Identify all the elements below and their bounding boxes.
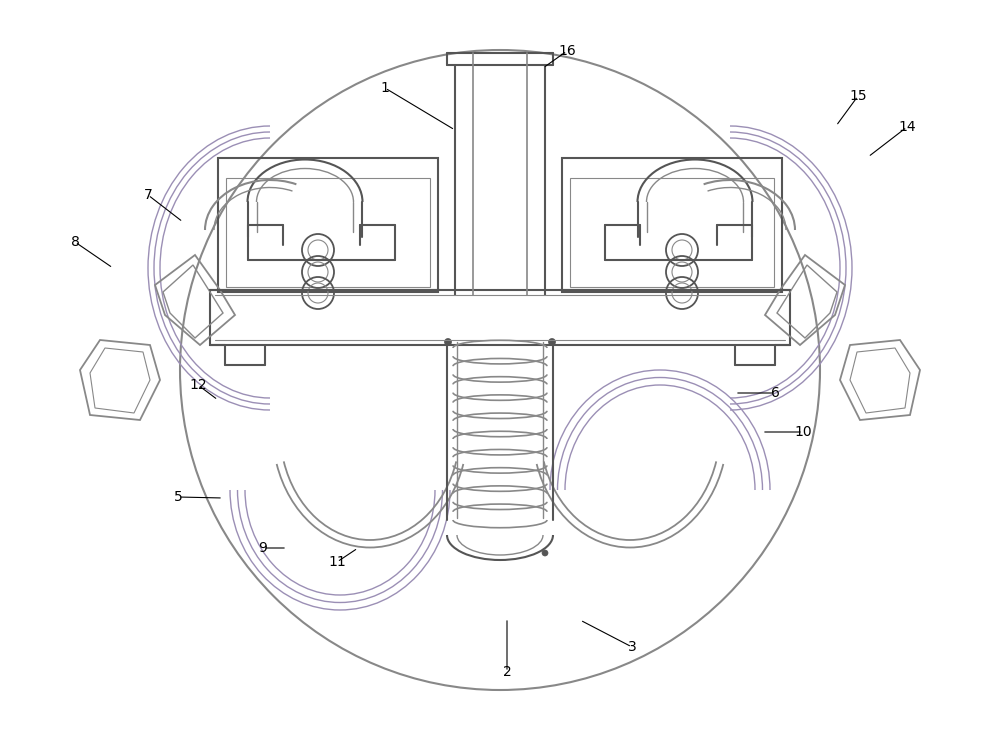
Text: 8: 8 [71, 235, 79, 249]
Bar [226, 178, 430, 287]
Circle shape [444, 338, 452, 346]
Text: 7: 7 [144, 188, 152, 202]
Bar [562, 158, 782, 292]
Text: 5: 5 [174, 490, 182, 504]
Text: 2: 2 [503, 665, 511, 679]
Text: 16: 16 [558, 44, 576, 58]
Bar [210, 290, 790, 345]
Circle shape [542, 550, 548, 556]
Text: 1: 1 [381, 81, 389, 95]
Text: 6: 6 [771, 386, 779, 400]
Text: 11: 11 [328, 555, 346, 569]
Text: 14: 14 [898, 120, 916, 134]
Bar [218, 158, 438, 292]
Bar [570, 178, 774, 287]
Circle shape [548, 338, 556, 346]
Text: 10: 10 [794, 425, 812, 439]
Text: 15: 15 [849, 89, 867, 103]
Text: 9: 9 [259, 541, 267, 555]
Text: 3: 3 [628, 640, 636, 654]
Text: 12: 12 [189, 378, 207, 392]
